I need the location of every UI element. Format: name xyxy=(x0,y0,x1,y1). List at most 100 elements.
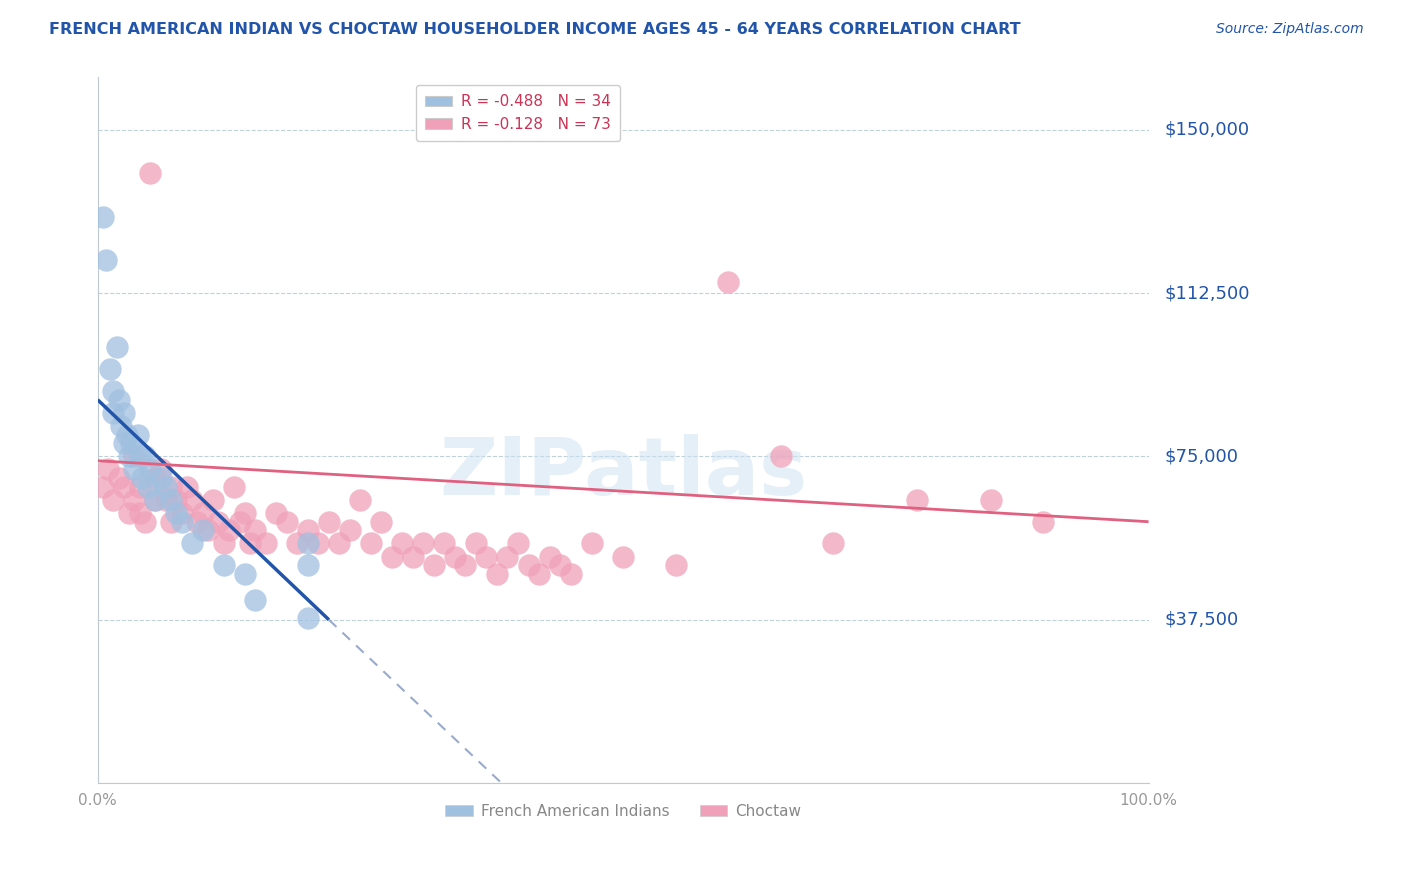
Point xyxy=(110,418,132,433)
Point xyxy=(186,515,208,529)
Point xyxy=(94,253,117,268)
Point xyxy=(128,480,150,494)
Point xyxy=(207,515,229,529)
Text: Source: ZipAtlas.com: Source: ZipAtlas.com xyxy=(1216,22,1364,37)
Point xyxy=(134,450,156,464)
Point xyxy=(402,549,425,564)
Point xyxy=(107,471,129,485)
Point xyxy=(485,566,508,581)
Point xyxy=(155,480,177,494)
Point xyxy=(91,210,114,224)
Point xyxy=(181,536,204,550)
Point xyxy=(433,536,456,550)
Point xyxy=(905,492,928,507)
Point xyxy=(191,524,214,538)
Point xyxy=(224,480,246,494)
Point xyxy=(202,492,225,507)
Point xyxy=(103,406,125,420)
Point xyxy=(127,427,149,442)
Point xyxy=(233,566,256,581)
Point xyxy=(166,506,188,520)
Point xyxy=(581,536,603,550)
Point xyxy=(444,549,467,564)
Point xyxy=(197,524,219,538)
Point xyxy=(124,492,146,507)
Point xyxy=(245,593,267,607)
Point xyxy=(527,566,550,581)
Point xyxy=(97,462,120,476)
Point xyxy=(181,492,204,507)
Point xyxy=(160,492,183,507)
Point xyxy=(233,506,256,520)
Point xyxy=(538,549,561,564)
Point xyxy=(980,492,1002,507)
Point xyxy=(360,536,382,550)
Text: FRENCH AMERICAN INDIAN VS CHOCTAW HOUSEHOLDER INCOME AGES 45 - 64 YEARS CORRELAT: FRENCH AMERICAN INDIAN VS CHOCTAW HOUSEH… xyxy=(49,22,1021,37)
Point xyxy=(665,558,688,573)
Point xyxy=(285,536,308,550)
Legend: French American Indians, Choctaw: French American Indians, Choctaw xyxy=(439,797,807,825)
Point xyxy=(465,536,488,550)
Point xyxy=(166,492,188,507)
Point xyxy=(381,549,404,564)
Point xyxy=(112,480,135,494)
Point xyxy=(239,536,262,550)
Point xyxy=(124,462,146,476)
Point xyxy=(149,471,172,485)
Point xyxy=(155,492,177,507)
Point xyxy=(560,566,582,581)
Point xyxy=(328,536,350,550)
Point xyxy=(134,515,156,529)
Point xyxy=(120,436,142,450)
Point xyxy=(128,450,150,464)
Point xyxy=(145,471,167,485)
Text: $112,500: $112,500 xyxy=(1164,284,1250,302)
Point xyxy=(98,362,121,376)
Point xyxy=(145,492,167,507)
Point xyxy=(266,506,288,520)
Point xyxy=(297,610,319,624)
Point xyxy=(128,506,150,520)
Point xyxy=(170,506,193,520)
Point xyxy=(228,515,250,529)
Point xyxy=(517,558,540,573)
Point xyxy=(254,536,277,550)
Point xyxy=(612,549,634,564)
Text: ZIPatlas: ZIPatlas xyxy=(439,434,807,512)
Point xyxy=(297,558,319,573)
Point xyxy=(103,384,125,398)
Point xyxy=(307,536,329,550)
Point xyxy=(112,406,135,420)
Point xyxy=(103,492,125,507)
Point xyxy=(115,427,138,442)
Point xyxy=(370,515,392,529)
Point xyxy=(160,515,183,529)
Point xyxy=(391,536,413,550)
Point xyxy=(136,480,159,494)
Point xyxy=(423,558,446,573)
Point xyxy=(769,450,792,464)
Point xyxy=(1032,515,1054,529)
Point xyxy=(245,524,267,538)
Point xyxy=(496,549,519,564)
Point xyxy=(717,275,740,289)
Text: $150,000: $150,000 xyxy=(1164,120,1250,139)
Point xyxy=(118,450,141,464)
Point xyxy=(218,524,240,538)
Point xyxy=(548,558,571,573)
Point xyxy=(191,506,214,520)
Point xyxy=(105,341,128,355)
Point xyxy=(454,558,477,573)
Point xyxy=(276,515,298,529)
Point xyxy=(145,492,167,507)
Point xyxy=(131,471,153,485)
Text: $75,000: $75,000 xyxy=(1164,448,1239,466)
Point xyxy=(339,524,361,538)
Point xyxy=(124,450,146,464)
Point xyxy=(118,506,141,520)
Point xyxy=(139,462,162,476)
Point xyxy=(412,536,434,550)
Point xyxy=(212,558,235,573)
Point xyxy=(475,549,498,564)
Point xyxy=(170,515,193,529)
